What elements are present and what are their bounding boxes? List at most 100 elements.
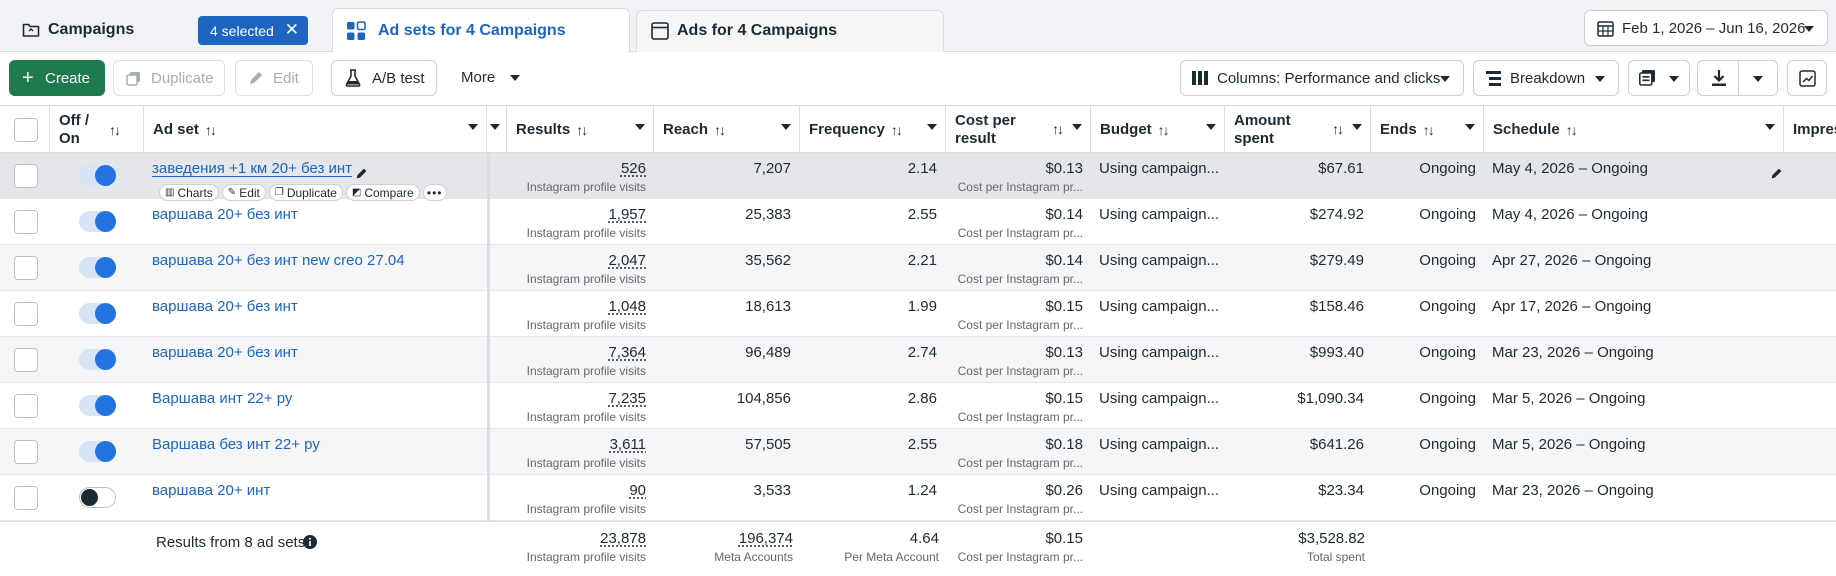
compare-button[interactable]: ◩ Compare xyxy=(345,184,420,201)
table-row[interactable]: варшава 20+ инт 90 Instagram profile vis… xyxy=(0,475,1836,521)
close-icon[interactable]: ✕ xyxy=(284,20,299,39)
col-frequency[interactable]: Frequency ↑↓ xyxy=(800,106,946,153)
row-checkbox[interactable] xyxy=(14,486,38,510)
row-checkbox[interactable] xyxy=(14,210,38,234)
sort-icon[interactable]: ↑↓ xyxy=(890,121,903,138)
chevron-down-icon[interactable] xyxy=(1465,124,1475,130)
frozen-column-divider[interactable] xyxy=(487,153,490,576)
create-button[interactable]: + Create xyxy=(9,60,105,96)
row-toggle[interactable] xyxy=(79,395,116,416)
row-checkbox[interactable] xyxy=(14,164,38,188)
pencil-icon[interactable] xyxy=(355,167,368,180)
chevron-down-icon[interactable] xyxy=(781,124,791,130)
sort-icon[interactable]: ↑↓ xyxy=(714,121,726,138)
chevron-down-icon[interactable] xyxy=(1765,124,1775,130)
col-budget[interactable]: Budget ↑↓ xyxy=(1091,106,1225,153)
chevron-down-icon[interactable] xyxy=(635,124,645,130)
info-icon[interactable] xyxy=(303,535,317,549)
col-ends[interactable]: Ends ↑↓ xyxy=(1371,106,1484,153)
table-row[interactable]: варшава 20+ без инт 7,364 Instagram prof… xyxy=(0,337,1836,383)
col-reach[interactable]: Reach ↑↓ xyxy=(654,106,800,153)
tab-adsets[interactable]: Ad sets for 4 Campaigns xyxy=(332,8,630,53)
sort-icon[interactable]: ↑↓ xyxy=(1565,121,1578,138)
adset-name-link[interactable]: варшава 20+ без инт xyxy=(152,298,298,315)
breakdown-button[interactable]: Breakdown xyxy=(1473,60,1619,96)
tab-ads[interactable]: Ads for 4 Campaigns xyxy=(636,10,944,52)
row-checkbox[interactable] xyxy=(14,302,38,326)
col-off-on[interactable]: Off / On ↑↓ xyxy=(50,106,144,153)
col-ad-set[interactable]: Ad set ↑↓ xyxy=(144,106,487,153)
table-row[interactable]: варшава 20+ без инт 1,048 Instagram prof… xyxy=(0,291,1836,337)
results-value[interactable]: 526 xyxy=(620,160,646,177)
chevron-down-icon[interactable] xyxy=(490,124,500,130)
adset-name-link[interactable]: заведения +1 км 20+ без инт xyxy=(152,160,353,177)
adset-name-link[interactable]: Варшава без инт 22+ ру xyxy=(152,436,320,453)
col-hidden-dropdown[interactable] xyxy=(490,106,507,153)
sort-icon[interactable]: ↑↓ xyxy=(1422,121,1435,138)
table-row[interactable]: заведения +1 км 20+ без инт ▥ Charts ✎ Edi… xyxy=(0,153,1836,201)
chevron-down-icon[interactable] xyxy=(1206,124,1216,130)
results-value[interactable]: 90 xyxy=(629,482,646,499)
selected-badge[interactable]: 4 selected ✕ xyxy=(198,16,308,45)
charts-button[interactable]: ▥ Charts xyxy=(159,184,219,201)
pencil-icon[interactable] xyxy=(1770,167,1783,180)
row-duplicate-button[interactable]: ❐ Duplicate xyxy=(268,184,343,201)
results-value[interactable]: 7,364 xyxy=(608,344,646,361)
totals-reach-value[interactable]: 196,374 xyxy=(738,530,793,547)
sort-icon[interactable]: ↑↓ xyxy=(576,121,588,138)
duplicate-button[interactable]: Duplicate xyxy=(113,60,225,96)
ab-test-button[interactable]: A/B test xyxy=(331,60,437,96)
row-checkbox[interactable] xyxy=(14,348,38,372)
row-toggle[interactable] xyxy=(79,257,116,278)
trend-button[interactable] xyxy=(1787,60,1827,96)
table-row[interactable]: Варшава без инт 22+ ру 3,611 Instagram p… xyxy=(0,429,1836,475)
tab-campaigns[interactable]: Campaigns 4 selected ✕ xyxy=(6,10,326,52)
chevron-down-icon[interactable] xyxy=(1352,124,1362,130)
adset-name-link[interactable]: варшава 20+ без инт xyxy=(152,206,298,223)
results-value[interactable]: 1,048 xyxy=(608,298,646,315)
sort-icon[interactable]: ↑↓ xyxy=(1332,121,1344,137)
table-row[interactable]: варшава 20+ без инт 1,957 Instagram prof… xyxy=(0,199,1836,245)
reports-button[interactable] xyxy=(1628,60,1690,96)
row-toggle[interactable] xyxy=(79,211,116,232)
totals-results-value[interactable]: 23,878 xyxy=(600,530,646,547)
row-toggle[interactable] xyxy=(79,349,116,370)
more-button[interactable]: More xyxy=(450,60,530,96)
sort-icon[interactable]: ↑↓ xyxy=(109,121,121,138)
col-schedule[interactable]: Schedule ↑↓ xyxy=(1484,106,1784,153)
chevron-down-icon[interactable] xyxy=(468,124,478,130)
row-toggle[interactable] xyxy=(79,303,116,324)
chevron-down-icon[interactable] xyxy=(1072,124,1082,130)
sort-icon[interactable]: ↑↓ xyxy=(1157,121,1170,138)
edit-button[interactable]: Edit xyxy=(235,60,313,96)
col-amount-spent[interactable]: Amount spent ↑↓ xyxy=(1225,106,1371,153)
columns-button[interactable]: Columns: Performance and clicks xyxy=(1180,60,1464,96)
adset-name-link[interactable]: варшава 20+ без инт xyxy=(152,344,298,361)
results-value[interactable]: 1,957 xyxy=(608,206,646,223)
row-edit-button[interactable]: ✎ Edit xyxy=(221,184,266,201)
table-row[interactable]: варшава 20+ без инт new creo 27.04 2,047… xyxy=(0,245,1836,291)
chevron-down-icon[interactable] xyxy=(927,124,937,130)
row-checkbox[interactable] xyxy=(14,394,38,418)
results-value[interactable]: 3,611 xyxy=(609,436,646,453)
more-options-icon[interactable]: ••• xyxy=(422,184,447,201)
adset-name-link[interactable]: варшава 20+ инт xyxy=(152,482,271,499)
row-checkbox[interactable] xyxy=(14,440,38,464)
row-toggle[interactable] xyxy=(79,441,116,462)
export-button[interactable] xyxy=(1697,60,1778,96)
col-impressions[interactable]: Impres xyxy=(1784,106,1836,153)
table-row[interactable]: Варшава инт 22+ ру 7,235 Instagram profi… xyxy=(0,383,1836,429)
col-results[interactable]: Results ↑↓ xyxy=(507,106,654,153)
sort-icon[interactable]: ↑↓ xyxy=(204,121,217,138)
adset-name-link[interactable]: Варшава инт 22+ ру xyxy=(152,390,293,407)
row-checkbox[interactable] xyxy=(14,256,38,280)
date-range-picker[interactable]: Feb 1, 2026 – Jun 16, 2026 xyxy=(1584,10,1828,46)
results-value[interactable]: 2,047 xyxy=(608,252,646,269)
row-toggle[interactable] xyxy=(79,165,116,186)
select-all-checkbox[interactable] xyxy=(14,118,38,142)
sort-icon[interactable]: ↑↓ xyxy=(1052,121,1064,137)
results-value[interactable]: 7,235 xyxy=(608,390,646,407)
row-toggle[interactable] xyxy=(79,487,116,508)
col-cost-per-result[interactable]: Cost per result ↑↓ xyxy=(946,106,1091,153)
adset-name-link[interactable]: варшава 20+ без инт new creo 27.04 xyxy=(152,252,405,269)
